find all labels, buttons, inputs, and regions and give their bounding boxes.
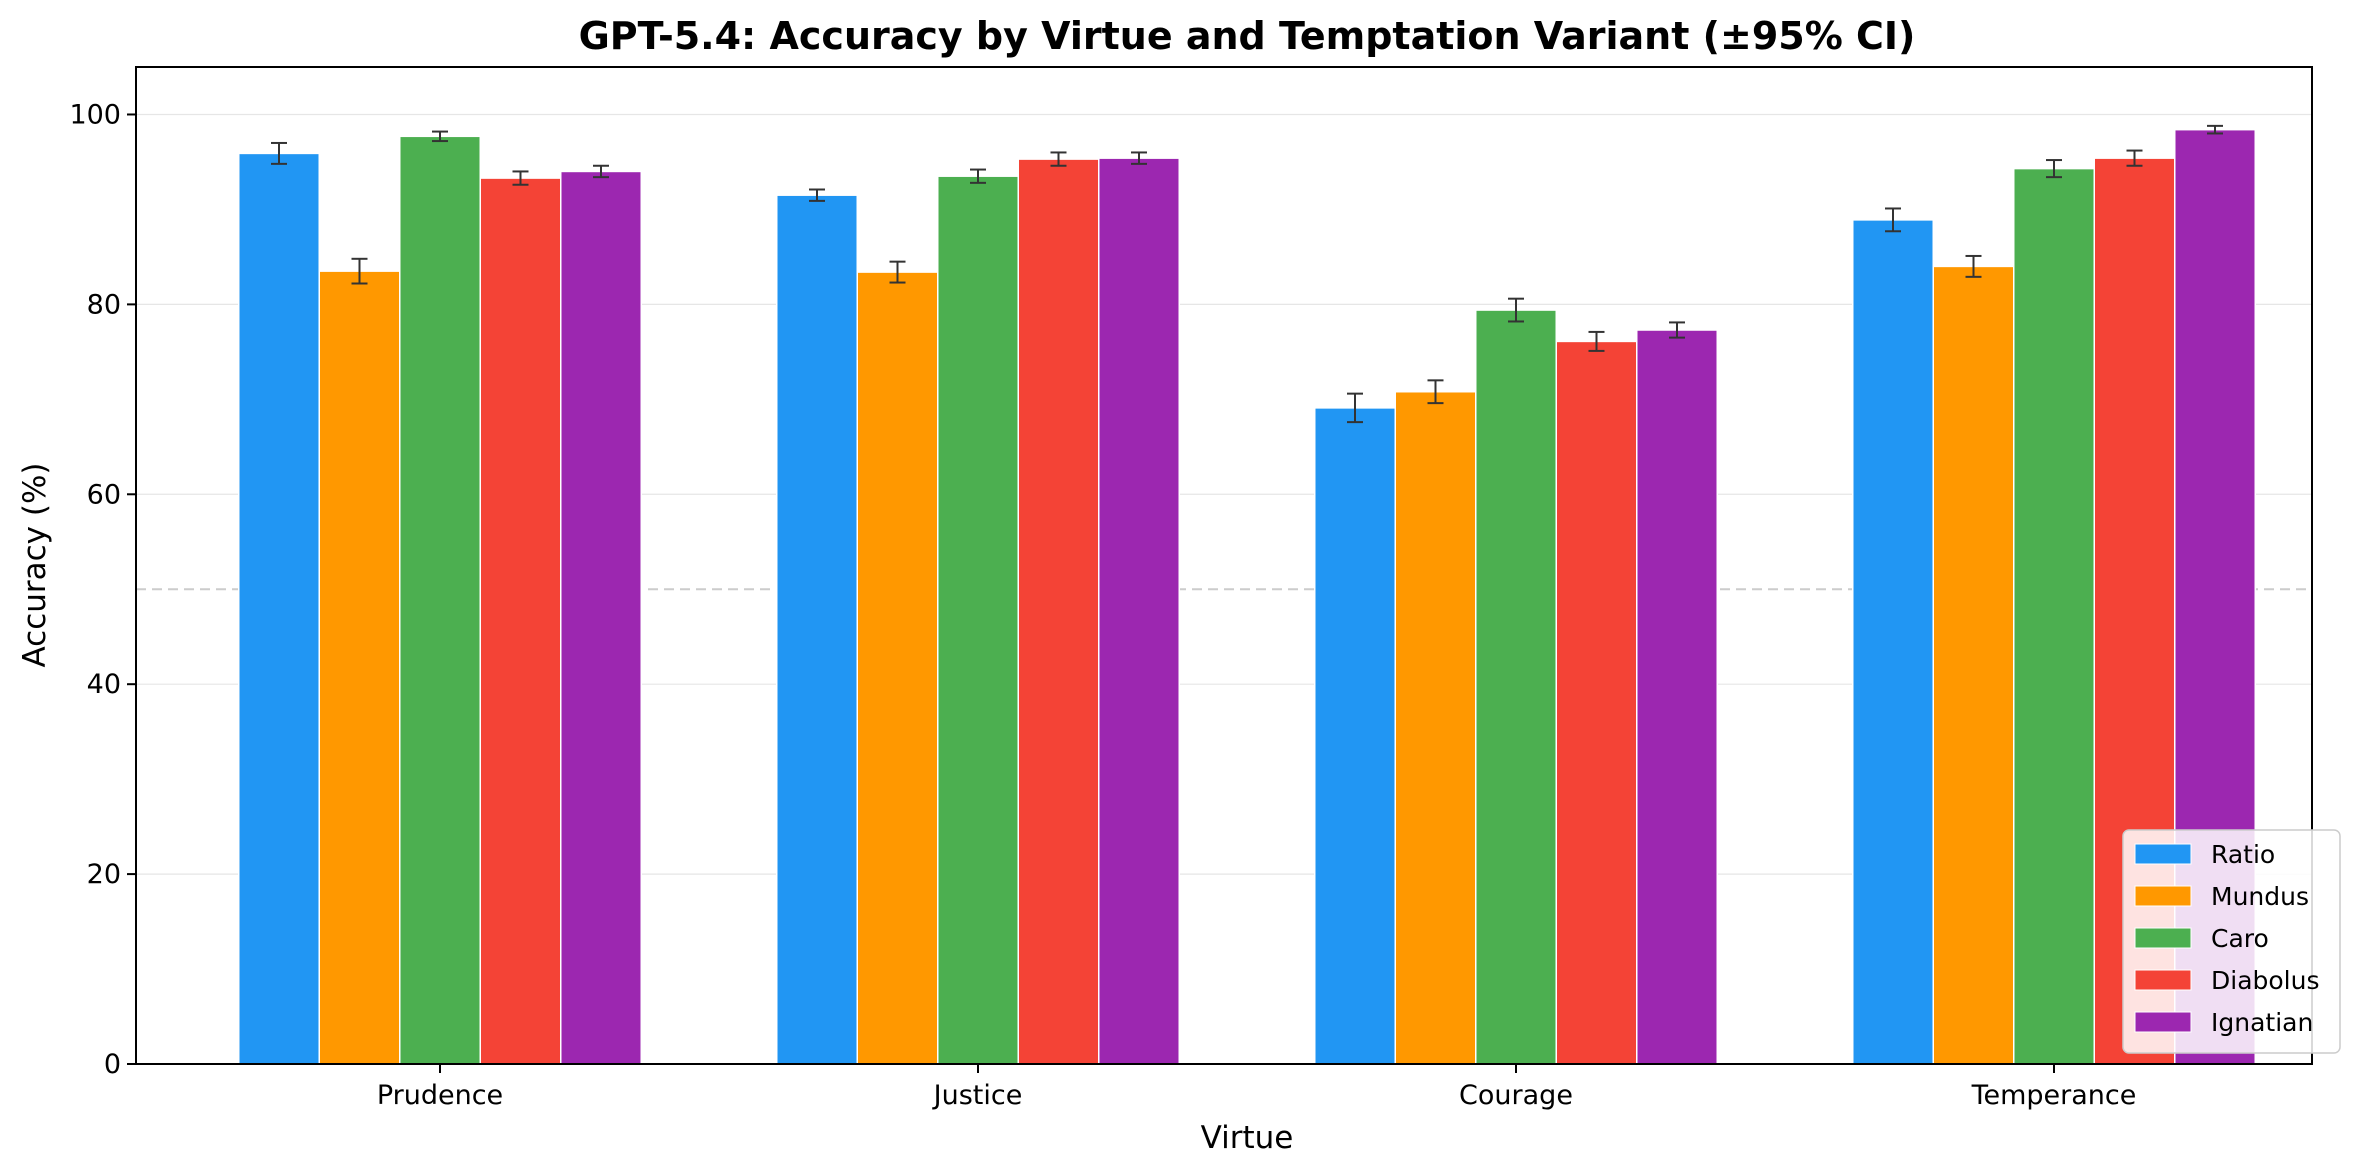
y-tick-label: 0: [104, 1049, 121, 1080]
legend-label-mundus: Mundus: [2211, 882, 2309, 911]
y-axis-label: Accuracy (%): [17, 462, 53, 667]
legend-label-ignatian: Ignatian: [2211, 1008, 2313, 1037]
y-tick-label: 80: [87, 289, 121, 320]
bar-ignatian-courage: [1636, 329, 1718, 1065]
bar-caro-justice: [937, 175, 1019, 1065]
legend-swatch-caro: [2134, 927, 2192, 949]
legend-swatch-diabolus: [2134, 969, 2192, 991]
bar-diabolus-justice: [1017, 158, 1100, 1065]
y-axis: 0 20 40 60 80 100: [69, 99, 136, 1080]
bar-caro-prudence: [399, 135, 481, 1065]
bar-ratio-temperance: [1852, 219, 1934, 1065]
x-tick-label: Temperance: [1971, 1080, 2137, 1111]
x-axis: Prudence Justice Courage Temperance: [377, 1064, 2137, 1111]
y-tick-label: 100: [69, 99, 121, 130]
x-axis-label: Virtue: [1201, 1120, 1294, 1156]
y-tick-label: 60: [87, 479, 121, 510]
bar-caro-temperance: [2013, 167, 2095, 1065]
legend-swatch-ignatian: [2134, 1011, 2192, 1033]
x-tick-label: Prudence: [377, 1080, 503, 1111]
bar-mundus-prudence: [318, 270, 401, 1065]
bar-mundus-courage: [1394, 390, 1477, 1065]
bar-diabolus-prudence: [479, 177, 562, 1065]
legend: Ratio Mundus Caro Diabolus Ignatian: [2122, 829, 2341, 1054]
error-bars: [271, 124, 2223, 424]
legend-label-diabolus: Diabolus: [2211, 966, 2320, 995]
legend-swatch-ratio: [2134, 843, 2192, 865]
legend-label-ratio: Ratio: [2211, 840, 2275, 869]
bar-mundus-justice: [856, 271, 939, 1065]
x-tick-label: Courage: [1459, 1080, 1573, 1111]
bars: [238, 128, 2256, 1065]
y-tick-label: 20: [87, 859, 121, 890]
legend-label-caro: Caro: [2211, 924, 2269, 953]
plot-frame: [135, 66, 2313, 1065]
bar-ignatian-prudence: [560, 170, 642, 1065]
legend-swatch-mundus: [2134, 885, 2192, 907]
bar-ratio-prudence: [238, 152, 320, 1065]
bar-ratio-courage: [1314, 407, 1396, 1065]
bar-ignatian-justice: [1098, 157, 1180, 1065]
bar-ratio-justice: [776, 194, 858, 1065]
y-tick-label: 40: [87, 669, 121, 700]
x-tick-label: Justice: [932, 1080, 1023, 1111]
bar-diabolus-courage: [1555, 340, 1638, 1065]
chart-title: GPT-5.4: Accuracy by Virtue and Temptati…: [579, 14, 1916, 58]
bar-mundus-temperance: [1932, 265, 2015, 1065]
bar-caro-courage: [1475, 309, 1557, 1065]
